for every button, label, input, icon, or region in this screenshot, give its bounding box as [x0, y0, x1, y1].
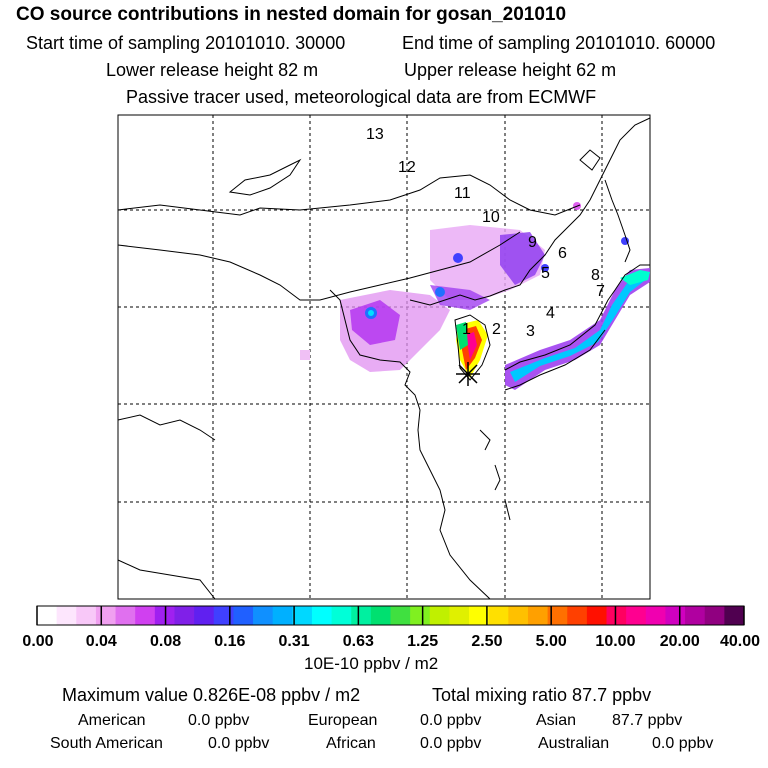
colorbar-cell [56, 606, 77, 625]
colorbar-tick-label: 0.08 [150, 633, 181, 650]
coastlines [117, 117, 651, 600]
colorbar-cell [469, 606, 490, 625]
colorbar-tick-label: 40.00 [720, 633, 760, 650]
max-value-label: Maximum value 0.826E-08 ppbv / m2 [62, 685, 361, 705]
colorbar-cell [76, 606, 97, 625]
trajectory-label: 3 [526, 323, 535, 340]
colorbar-cell [724, 606, 745, 625]
colorbar-tick-label: 0.04 [86, 633, 117, 650]
colorbar-cell [351, 606, 372, 625]
region-value: 0.0 ppbv [188, 712, 250, 729]
colorbar-cell [606, 606, 627, 625]
colorbar-tick-label: 0.16 [214, 633, 245, 650]
colorbar-cell [410, 606, 431, 625]
upper-height-label: Upper release height 62 m [404, 60, 617, 80]
lower-height-label: Lower release height 82 m [106, 60, 319, 80]
colorbar-cell [331, 606, 352, 625]
region-value: 0.0 ppbv [420, 712, 482, 729]
colorbar-cell [488, 606, 509, 625]
colorbar-cell [626, 606, 647, 625]
colorbar-cell [429, 606, 450, 625]
colorbar-cell [194, 606, 215, 625]
colorbar-tick-label: 0.31 [279, 633, 310, 650]
colorbar-cell [233, 606, 254, 625]
colorbar-cell [115, 606, 136, 625]
colorbar-cell [586, 606, 608, 625]
region-name: South American [50, 735, 163, 752]
region-name: Asian [536, 712, 577, 729]
trajectory-label: 2 [492, 321, 501, 338]
region-value: 0.0 ppbv [208, 735, 270, 752]
map-title: CO source contributions in nested domain… [16, 4, 567, 25]
colorbar-cell [370, 606, 391, 625]
trajectory-label: 10 [482, 209, 500, 226]
region-name: Australian [538, 735, 610, 752]
end-time-label: End time of sampling 20101010. 60000 [402, 33, 716, 53]
trajectory-label: 5 [541, 265, 550, 282]
region-value: 0.0 ppbv [652, 735, 714, 752]
start-time-label: Start time of sampling 20101010. 30000 [26, 33, 346, 53]
colorbar-tick-label: 0.63 [343, 633, 374, 650]
region-name: American [78, 712, 146, 729]
colorbar-tick-labels: 0.00 0.04 0.08 0.16 0.31 0.63 1.25 2.50 5.00 10.0… [22, 606, 760, 650]
colorbar-cell [272, 606, 293, 625]
colorbar-cell [685, 606, 706, 625]
colorbar-cell [95, 606, 117, 625]
colorbar-cell [174, 606, 195, 625]
total-mixing-label: Total mixing ratio 87.7 ppbv [432, 685, 652, 705]
trajectory-label: 7 [596, 283, 605, 300]
colorbar: 0.00 0.04 0.08 0.16 0.31 0.63 1.25 2.50 5.00 10.0… [22, 605, 760, 650]
trajectory-label: 8 [591, 267, 600, 284]
colorbar-cell [547, 606, 568, 625]
colorbar-cell [527, 606, 549, 625]
region-name: African [326, 735, 376, 752]
colorbar-cell [135, 606, 156, 625]
colorbar-tick-label: 1.25 [407, 633, 438, 650]
region-name: European [308, 712, 378, 729]
trajectory-label: 9 [528, 234, 537, 251]
trajectory-label: 13 [366, 126, 384, 143]
colorbar-cell [508, 606, 529, 625]
trajectory-label: 1 [462, 321, 471, 338]
colorbar-cell [311, 606, 333, 625]
contribution-field [300, 202, 650, 390]
colorbar-cell [449, 606, 470, 625]
colorbar-cell [645, 606, 666, 625]
colorbar-cell [567, 606, 588, 625]
trajectory-label: 11 [454, 185, 471, 202]
colorbar-cell [37, 606, 58, 625]
colorbar-tick-label: 5.00 [536, 633, 567, 650]
receptor-star-icon [456, 362, 480, 386]
trajectory-label: 4 [546, 305, 555, 322]
tracer-note: Passive tracer used, meteorological data… [126, 87, 597, 107]
colorbar-tick-label: 10.00 [595, 633, 635, 650]
colorbar-tick-label: 0.00 [22, 633, 53, 650]
colorbar-unit: 10E-10 ppbv / m2 [304, 654, 439, 673]
colorbar-cell [213, 606, 234, 625]
colorbar-cell [390, 606, 411, 625]
colorbar-cell [292, 606, 313, 625]
colorbar-cell [704, 606, 725, 625]
colorbar-cells [36, 605, 745, 626]
colorbar-cell [665, 606, 686, 625]
colorbar-tick-label: 20.00 [660, 633, 700, 650]
colorbar-tick-label: 2.50 [471, 633, 502, 650]
region-value: 87.7 ppbv [612, 712, 683, 729]
trajectory-label: 6 [558, 245, 567, 262]
region-value: 0.0 ppbv [420, 735, 482, 752]
colorbar-cell [253, 606, 274, 625]
trajectory-label: 12 [398, 159, 416, 176]
